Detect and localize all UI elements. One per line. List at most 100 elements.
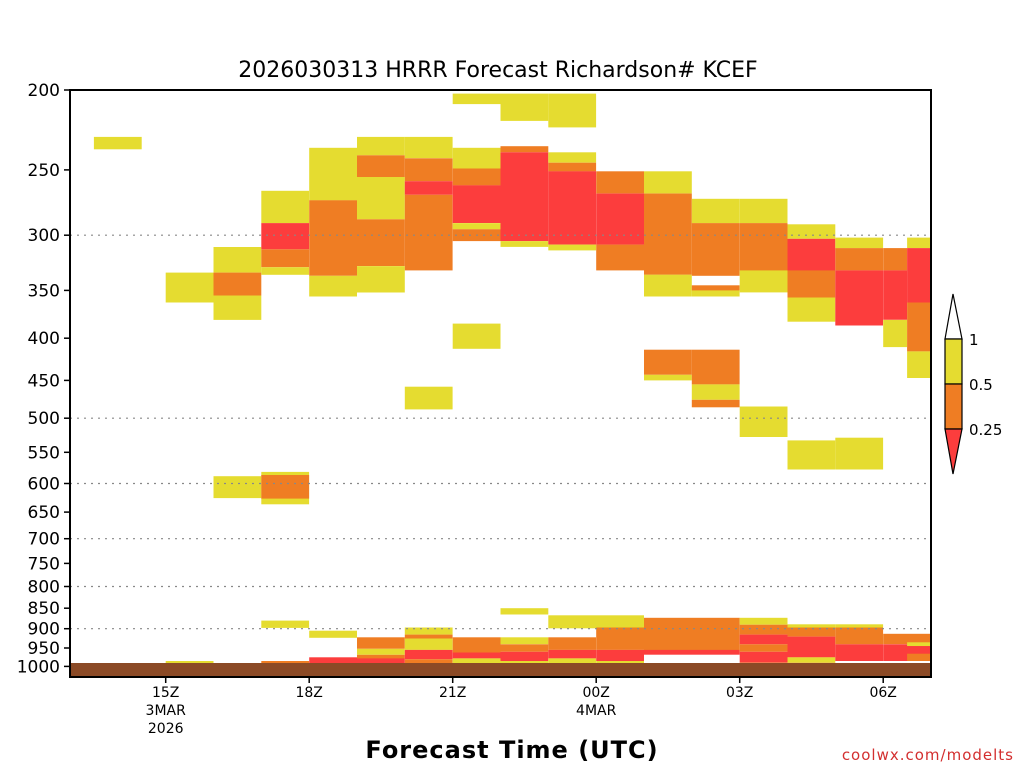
richardson-cell [452,93,501,105]
richardson-cell [452,658,501,665]
x-tick-label: 15Z [152,685,179,701]
y-tick-label: 850 [28,599,60,619]
richardson-cell [691,384,740,400]
x-tick-label: 4MAR [576,703,617,719]
x-axis: 15Z 3MAR 2026 18Z 21Z 00Z 4MAR 03Z 06Z [146,677,897,737]
richardson-cell [500,146,549,153]
richardson-cell [787,224,836,239]
richardson-cell [835,248,884,271]
y-tick-label: 600 [28,475,60,495]
richardson-cell [787,624,836,628]
richardson-cell [261,267,310,275]
plot-frame [69,89,932,678]
richardson-cell [261,249,310,268]
y-tick-label: 800 [28,578,60,598]
richardson-cell [907,653,931,661]
x-tick-label: 2026 [148,721,184,737]
richardson-cell [357,266,405,293]
x-axis-label: Forecast Time (UTC) [365,736,658,764]
richardson-cell [357,648,405,655]
x-tick-label: 00Z [582,685,609,701]
richardson-cell [787,440,836,470]
richardson-cell [357,155,405,177]
colorbar-label-1: 1 [969,331,979,349]
y-tick-label: 400 [28,329,60,349]
richardson-cell [357,136,405,156]
y-tick-label: 300 [28,226,60,246]
richardson-cell [213,272,262,296]
richardson-cell [452,223,501,230]
x-tick-label: 21Z [439,685,466,701]
richardson-cell [907,248,931,303]
data-cells [70,93,931,671]
richardson-cell [500,651,549,661]
richardson-cell [404,634,453,639]
colorbar-orange [944,383,963,430]
colorbar-legend: 1 0.5 0.25 [944,293,1002,475]
richardson-cell [644,171,692,194]
richardson-cell [691,223,740,276]
colorbar-top-arrow [944,293,963,340]
richardson-cell [739,223,788,271]
richardson-cell [644,617,740,650]
chart-title: 2026030313 HRRR Forecast Richardson# KCE… [238,58,757,83]
richardson-cell [213,247,262,273]
richardson-cell [787,657,836,663]
richardson-cell [548,637,597,650]
richardson-cell [548,152,597,163]
richardson-cell [596,171,644,194]
y-tick-label: 550 [28,443,60,463]
richardson-cell [213,476,262,499]
y-tick-label: 250 [28,161,60,181]
richardson-cell [548,649,597,659]
richardson-cell [739,406,788,437]
richardson-cell [835,627,884,645]
richardson-cell [452,168,501,186]
richardson-cell [907,237,931,249]
richardson-cell [548,615,644,629]
y-tick-label: 750 [28,554,60,574]
richardson-cell [691,399,740,408]
richardson-cell [835,437,884,470]
richardson-cell [835,624,884,628]
richardson-cell [787,238,836,271]
richardson-cell [452,185,501,223]
richardson-cell [644,193,692,275]
x-tick-label: 03Z [726,685,753,701]
richardson-cell [835,644,884,661]
y-tick-label: 450 [28,371,60,391]
richardson-cell [739,624,788,635]
richardson-cell [404,194,453,271]
richardson-cell [500,637,549,645]
y-axis: 200 250 300 350 400 450 500 550 600 650 700 750 8008… [17,81,70,677]
colorbar-label-0.25: 0.25 [969,421,1002,439]
x-tick-label: 18Z [295,685,322,701]
richardson-cell [739,651,788,663]
richardson-cell [739,617,788,625]
richardson-cell [907,351,931,378]
richardson-cell [548,171,597,245]
richardson-cell [548,658,597,665]
richardson-cell [787,627,836,637]
richardson-cell [739,634,788,645]
richardson-cell [357,219,405,266]
richardson-cell [452,323,501,349]
richardson-cell [739,270,788,293]
richardson-cell [596,193,644,245]
richardson-cell [691,285,740,291]
richardson-cell [596,244,644,271]
richardson-cell [548,93,597,128]
richardson-cell [883,248,908,271]
richardson-cell [357,177,405,220]
richardson-cell [404,136,453,159]
richardson-cell [309,630,357,638]
ground-band [70,663,931,677]
richardson-cell [261,661,310,665]
richardson-cell [261,223,310,250]
colorbar-bottom-arrow [944,428,963,475]
richardson-cell [691,290,740,297]
y-tick-label: 500 [28,409,60,429]
richardson-cell [907,646,931,654]
richardson-cell [261,620,310,628]
